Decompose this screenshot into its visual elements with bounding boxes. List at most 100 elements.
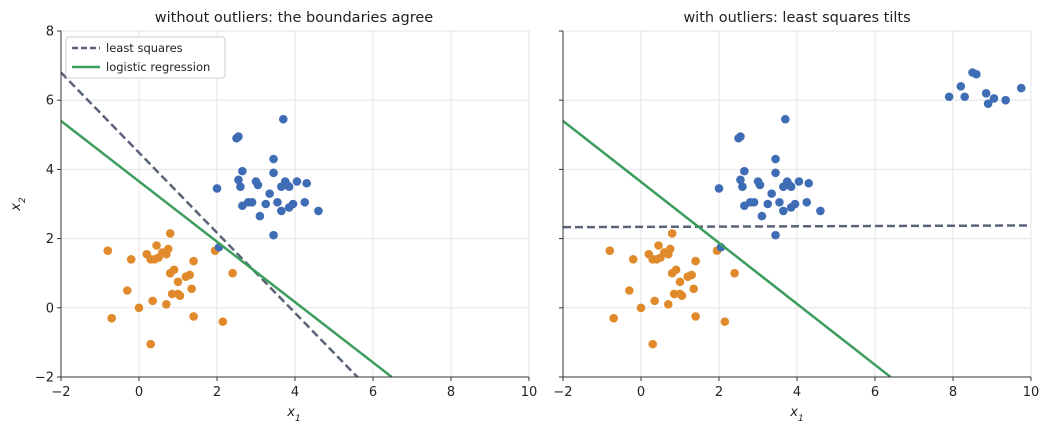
point-class-1 (740, 166, 749, 176)
legend: least squares logistic regression (65, 36, 226, 79)
point-class-0 (173, 277, 183, 287)
x-tick-label: 8 (447, 385, 455, 400)
point-class-1 (802, 197, 812, 207)
y-tick-label: −2 (35, 371, 54, 386)
legend-label-logistic-regression: logistic regression (106, 60, 210, 74)
point-class-0 (175, 291, 185, 300)
point-class-0 (187, 284, 196, 294)
point-class-1 (255, 211, 265, 221)
point-class-0 (169, 265, 179, 275)
legend-frame (65, 36, 226, 79)
point-class-0 (123, 286, 132, 295)
x-tick-label: −2 (51, 385, 70, 400)
point-class-0 (720, 317, 730, 326)
point-class-0 (189, 312, 198, 321)
point-class-0 (163, 244, 173, 254)
point-class-0 (650, 296, 659, 306)
axes: −2 0 2 4 6 8 10 −2 0 2 4 6 8 (35, 25, 537, 401)
point-class-1 (771, 168, 780, 178)
x-tick-label: 2 (213, 385, 221, 400)
point-class-1 (944, 92, 954, 102)
point-class-0 (185, 270, 194, 280)
point-class-1 (771, 230, 780, 240)
point-class-1 (714, 184, 724, 193)
point-class-1 (771, 154, 780, 164)
axes: −2 0 2 4 6 8 10 (553, 30, 1040, 400)
logistic-regression-boundary-line (61, 119, 393, 377)
point-class-1 (983, 99, 993, 108)
point-class-1 (989, 94, 999, 103)
point-class-1 (749, 197, 759, 207)
point-class-0 (165, 229, 175, 238)
point-class-0 (687, 270, 696, 280)
point-class-1 (779, 206, 788, 216)
point-class-0 (654, 241, 663, 250)
point-class-0 (689, 284, 698, 294)
point-class-0 (636, 303, 646, 313)
x-tick-label: 0 (637, 385, 645, 400)
x-tick-label: 6 (369, 385, 377, 400)
x-tick-label: 8 (949, 385, 957, 400)
point-class-1 (804, 178, 813, 188)
plot-area (563, 68, 1031, 377)
logistic-regression-boundary-line (563, 119, 892, 377)
point-class-0 (691, 312, 700, 321)
point-class-0 (605, 246, 615, 256)
point-class-0 (664, 300, 673, 309)
point-class-1 (781, 114, 790, 124)
point-class-1 (956, 82, 966, 91)
point-class-1 (767, 189, 776, 198)
point-class-0 (648, 255, 657, 264)
x-axis-label: x1 (789, 405, 803, 424)
x-tick-label: 10 (1023, 385, 1040, 400)
point-class-0 (189, 256, 198, 266)
point-class-1 (273, 197, 282, 207)
y-tick-label: 4 (46, 163, 54, 178)
point-class-1 (775, 197, 784, 207)
point-class-0 (665, 244, 675, 254)
point-class-0 (691, 256, 700, 266)
point-class-1 (972, 69, 981, 79)
point-class-1 (277, 206, 286, 216)
point-class-0 (146, 339, 155, 349)
least-squares-boundary-line (563, 224, 1031, 229)
point-class-0 (675, 277, 685, 287)
point-class-0 (648, 339, 657, 349)
point-class-1 (265, 189, 274, 198)
point-class-0 (146, 255, 155, 264)
gridlines (60, 30, 530, 378)
point-class-0 (218, 317, 228, 326)
y-tick-label: 0 (46, 301, 54, 316)
point-class-0 (667, 229, 677, 238)
point-class-1 (212, 184, 222, 193)
point-class-1 (816, 206, 825, 216)
point-class-0 (162, 300, 171, 309)
point-class-0 (152, 241, 161, 250)
point-class-0 (671, 265, 681, 275)
chart-panel-without-outliers: without outliers: the boundaries agree −… (9, 10, 537, 424)
x-tick-label: 4 (793, 385, 801, 400)
point-class-1 (738, 182, 747, 191)
point-class-0 (134, 303, 144, 313)
point-class-0 (126, 255, 136, 264)
point-class-0 (107, 313, 116, 323)
point-class-1 (234, 132, 243, 141)
least-squares-boundary-line (61, 71, 359, 377)
point-class-1 (269, 154, 278, 164)
x-tick-label: 6 (871, 385, 879, 400)
point-class-0 (148, 296, 157, 306)
point-class-1 (261, 199, 271, 209)
legend-label-least-squares: least squares (106, 41, 183, 55)
x-tick-label: 0 (135, 385, 143, 400)
y-tick-label: 2 (46, 232, 54, 247)
point-class-0 (103, 246, 113, 256)
point-class-1 (282, 180, 292, 190)
chart-title: without outliers: the boundaries agree (155, 10, 434, 26)
plot-area (61, 71, 393, 377)
x-tick-label: 2 (715, 385, 723, 400)
point-class-1 (302, 178, 312, 188)
x-tick-label: 4 (291, 385, 299, 400)
point-class-1 (755, 180, 765, 190)
point-class-1 (269, 168, 278, 178)
